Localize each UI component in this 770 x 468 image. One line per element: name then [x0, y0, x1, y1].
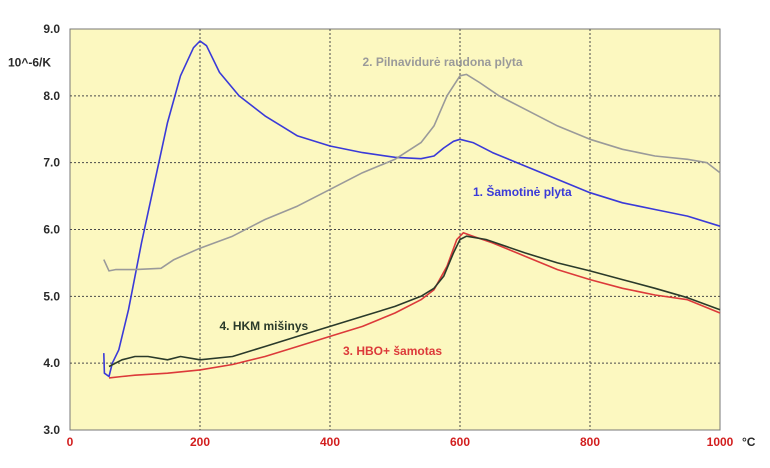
x-tick-label: 600 — [450, 435, 470, 449]
y-tick-label: 5.0 — [43, 289, 60, 303]
y-tick-label: 8.0 — [43, 89, 60, 103]
series-line-2 — [103, 73, 721, 272]
grid — [70, 29, 720, 430]
series-line-1 — [103, 40, 721, 378]
y-tick-label: 6.0 — [43, 223, 60, 237]
x-tick-label: 400 — [320, 435, 340, 449]
series-label-4: 4. HKM mišinys — [220, 319, 309, 333]
y-unit-label: 10^-6/K — [8, 55, 51, 69]
y-tick-label: 7.0 — [43, 156, 60, 170]
series-label-1: 1. Šamotinė plyta — [473, 184, 572, 199]
x-tick-label: 1000 — [707, 435, 734, 449]
y-tick-label: 9.0 — [43, 22, 60, 36]
x-tick-label: 0 — [67, 435, 74, 449]
series-label-2: 2. Pilnavidurė raudona plyta — [363, 55, 523, 69]
x-tick-label: 800 — [580, 435, 600, 449]
series-line-4 — [108, 235, 721, 368]
x-tick-label: 200 — [190, 435, 210, 449]
series-label-3: 3. HBO+ šamotas — [343, 344, 442, 358]
y-tick-label: 3.0 — [43, 423, 60, 437]
x-unit-label: °C — [742, 435, 756, 449]
y-tick-label: 4.0 — [43, 356, 60, 370]
series-line-3 — [108, 232, 721, 379]
